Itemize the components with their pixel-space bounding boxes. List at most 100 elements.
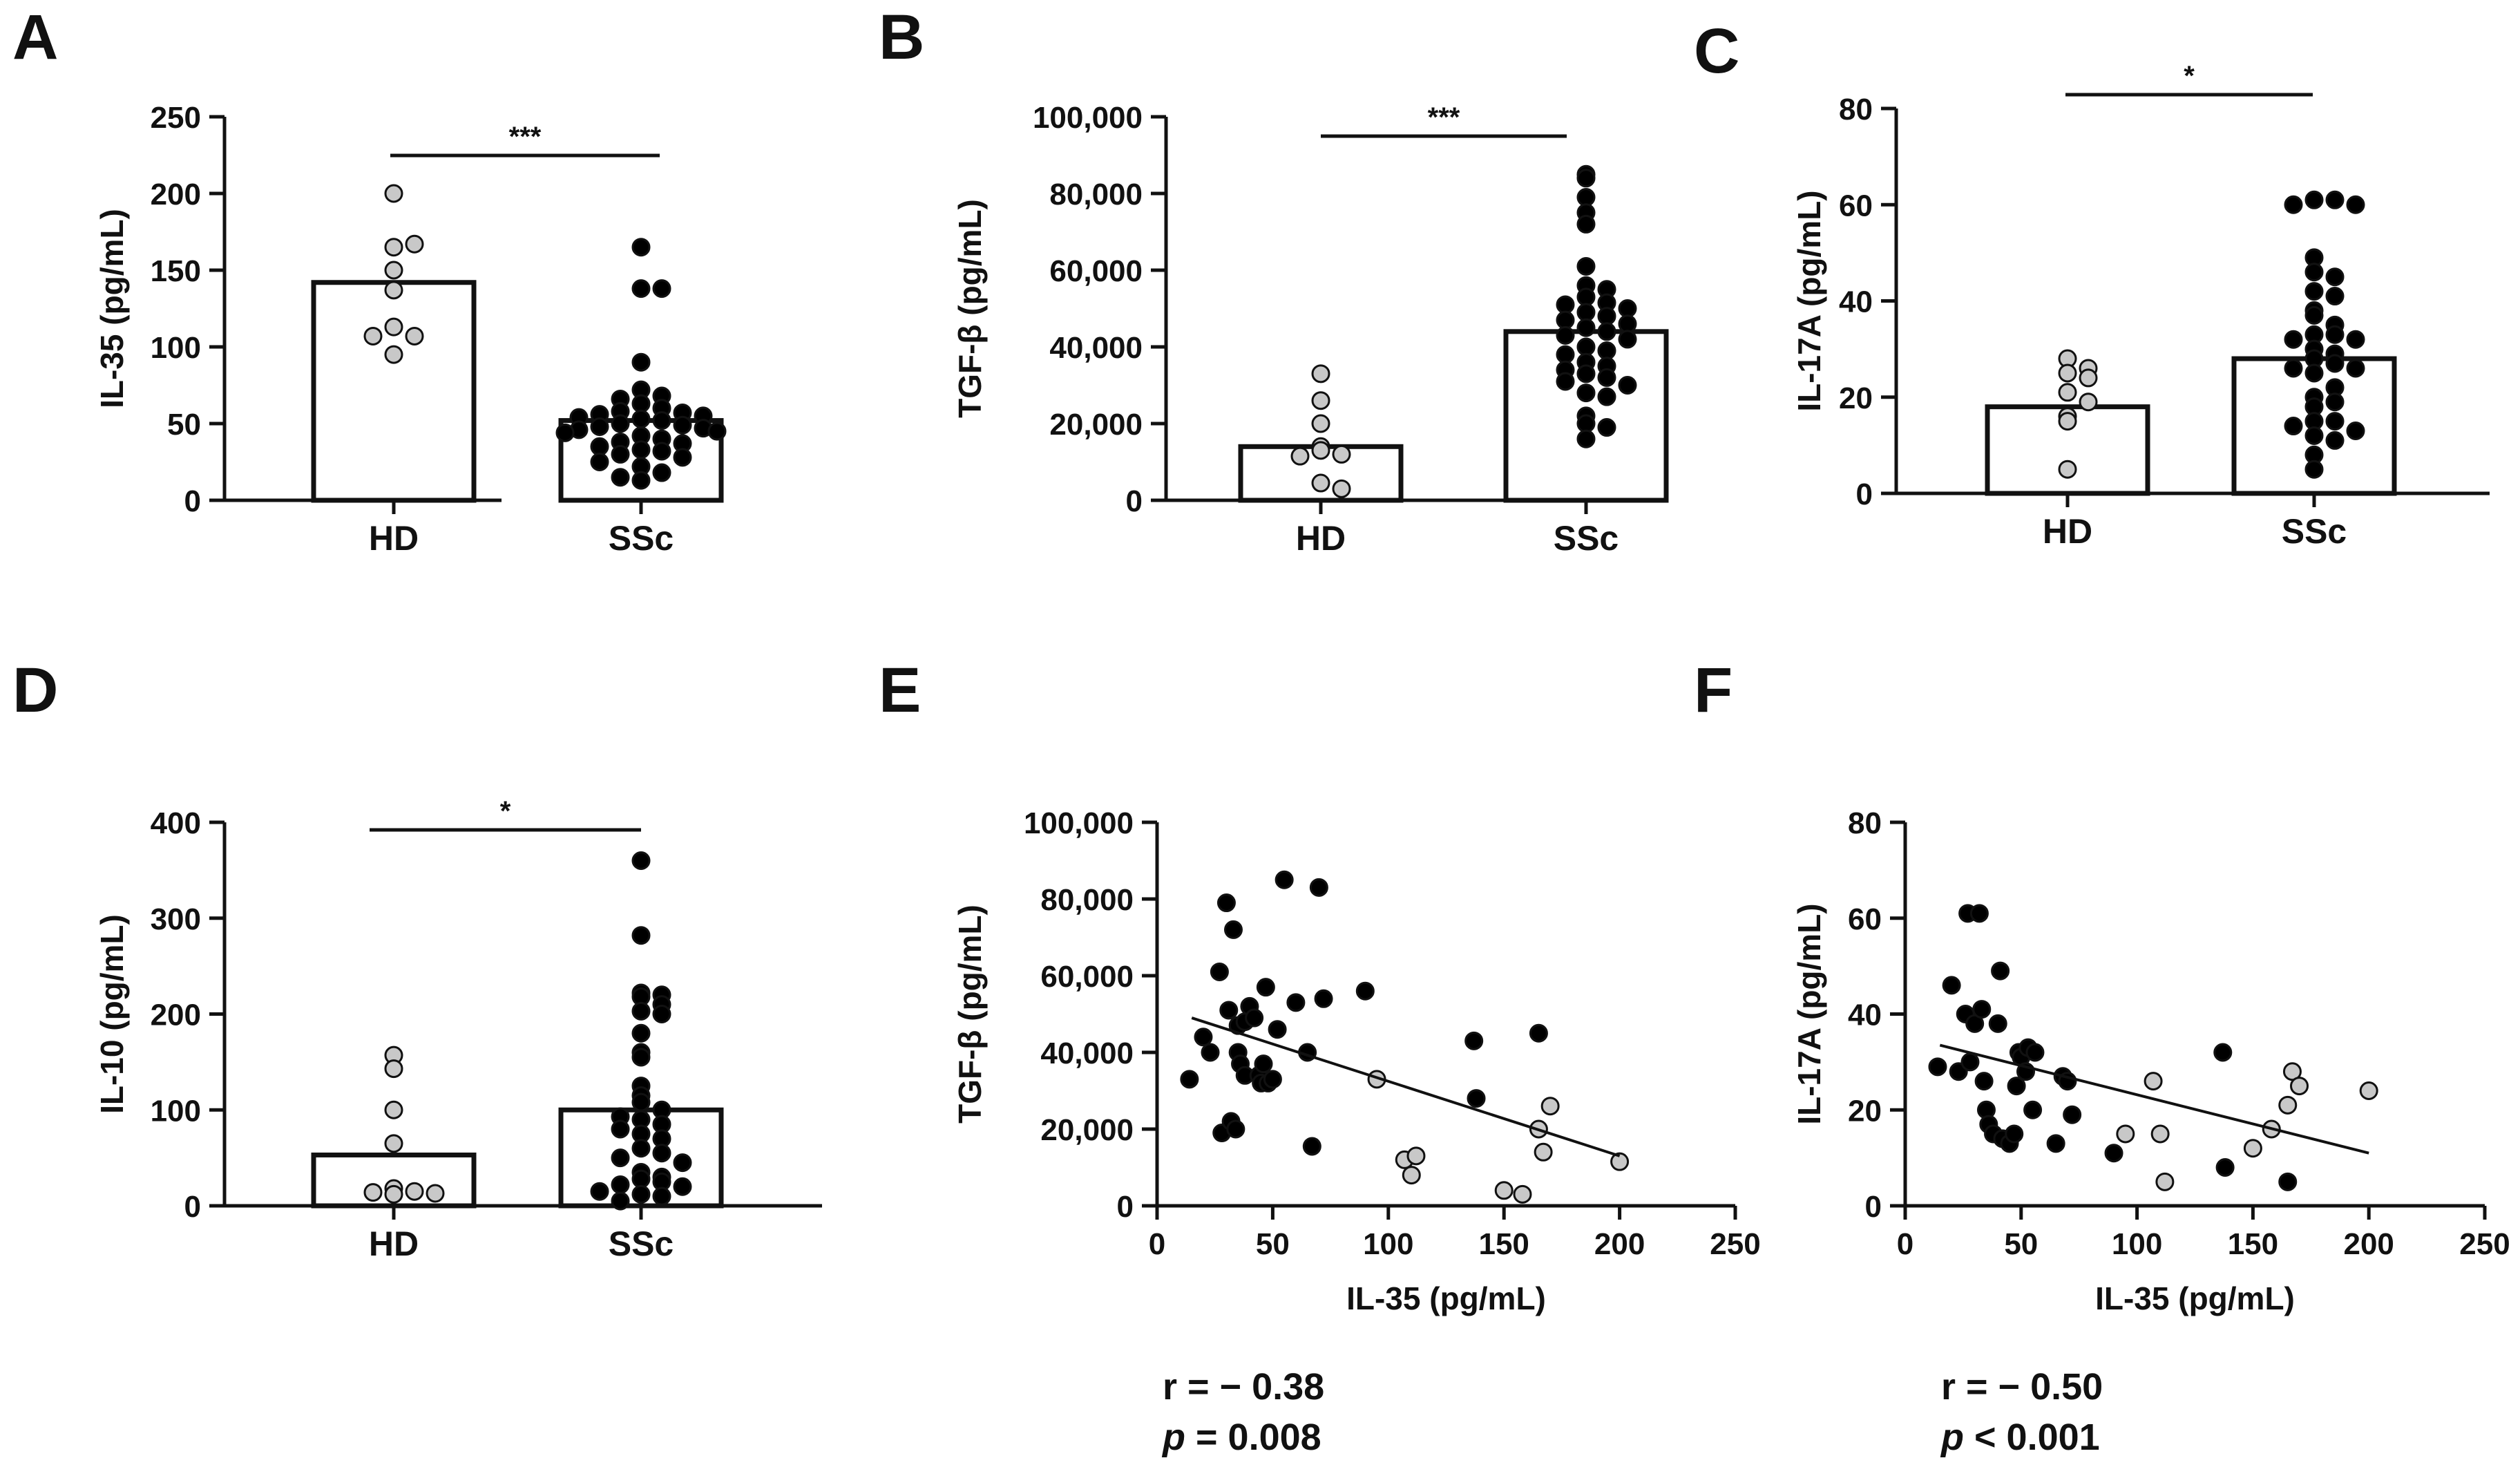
- y-tick-label: 100: [151, 1094, 201, 1128]
- y-tick-label: 200: [151, 998, 201, 1032]
- significance-marker: ***: [1428, 102, 1460, 133]
- y-tick-label: 100: [151, 331, 201, 365]
- panel-letter: C: [1694, 16, 1739, 86]
- scatter-point-ssc: [1256, 978, 1275, 997]
- data-point-hd: [1332, 444, 1351, 464]
- data-point-hd: [384, 238, 403, 257]
- x-tick-label: 200: [1594, 1227, 1645, 1261]
- data-point-ssc: [631, 238, 651, 257]
- y-axis-title: IL-35 (pg/mL): [94, 209, 130, 408]
- data-point-ssc: [707, 422, 727, 441]
- data-point-ssc: [1576, 414, 1596, 433]
- y-tick-label: 60,000: [1040, 960, 1134, 994]
- data-point-ssc: [1576, 287, 1596, 307]
- data-point-ssc: [590, 417, 609, 436]
- y-tick-label: 0: [1126, 484, 1143, 518]
- scatter-point-ssc: [1275, 870, 1294, 889]
- correlation-r: r = − 0.50: [1941, 1366, 2103, 1408]
- data-point-hd: [1311, 473, 1330, 493]
- data-point-hd: [363, 326, 383, 346]
- scatter-point-ssc: [1210, 962, 1229, 981]
- correlation-r: r = − 0.38: [1163, 1366, 1324, 1408]
- data-point-ssc: [2346, 195, 2365, 214]
- category-label: HD: [369, 1224, 419, 1263]
- data-point-ssc: [611, 1148, 630, 1168]
- scatter-point-hd: [2155, 1172, 2175, 1191]
- data-point-ssc: [631, 352, 651, 372]
- data-point-ssc: [611, 1191, 630, 1211]
- y-tick-label: 20,000: [1040, 1113, 1134, 1147]
- data-point-ssc: [2325, 325, 2345, 344]
- scatter-point-ssc: [1464, 1031, 1484, 1050]
- data-point-hd: [384, 1134, 403, 1153]
- regression-line: [1939, 1043, 2369, 1155]
- panel-f: F 0 20 40 60 80 IL-17A (pg/mL) 0 50 100 150 200 250 I…: [1694, 655, 2510, 1458]
- y-tick-label: 80: [1848, 806, 1882, 840]
- scatter-point-ssc: [1254, 1054, 1273, 1074]
- data-point-ssc: [1597, 418, 1616, 437]
- data-point-ssc: [2325, 267, 2345, 287]
- scatter-point-ssc: [2046, 1134, 2065, 1153]
- data-point-hd: [1311, 364, 1330, 384]
- scatter-point-ssc: [2023, 1100, 2043, 1119]
- scatter-point-ssc: [2007, 1077, 2026, 1096]
- data-point-ssc: [1576, 169, 1596, 188]
- y-axis-title: TGF-β (pg/mL): [952, 199, 988, 418]
- x-axis-title: IL-35 (pg/mL): [2095, 1280, 2295, 1316]
- data-point-ssc: [2325, 430, 2345, 450]
- y-tick-label: 20: [1839, 381, 1873, 415]
- data-point-hd: [1290, 446, 1310, 466]
- y-axis-title: IL-17A (pg/mL): [1791, 190, 1827, 411]
- data-point-ssc: [631, 1023, 651, 1043]
- data-point-ssc: [631, 851, 651, 870]
- panel-letter: B: [879, 2, 924, 73]
- y-tick-label: 100,000: [1033, 101, 1143, 135]
- panel-letter: A: [12, 2, 58, 73]
- data-point-ssc: [2304, 263, 2324, 282]
- y-axis-title: IL-10 (pg/mL): [94, 914, 130, 1114]
- data-point-ssc: [1618, 314, 1637, 334]
- data-point-hd: [1311, 441, 1330, 460]
- data-point-ssc: [1576, 188, 1596, 207]
- scatter-point-ssc: [1928, 1057, 1947, 1077]
- p-value: p < 0.001: [1940, 1417, 2100, 1458]
- data-point-ssc: [673, 415, 692, 435]
- data-point-ssc: [2304, 426, 2324, 445]
- y-tick-label: 0: [1117, 1190, 1134, 1224]
- y-axis-title: TGF-β (pg/mL): [952, 905, 988, 1124]
- category-label: SSc: [609, 1224, 674, 1263]
- scatter-point-ssc: [1942, 976, 1961, 995]
- data-point-ssc: [2325, 287, 2345, 306]
- scatter-point-ssc: [1268, 1020, 1287, 1039]
- y-tick-label: 0: [1856, 477, 1873, 511]
- scatter-point-ssc: [1194, 1028, 1213, 1047]
- scatter-point-hd: [2278, 1095, 2298, 1115]
- data-point-ssc: [1576, 384, 1596, 403]
- bar-hd: [311, 280, 477, 503]
- data-point-ssc: [2284, 417, 2303, 436]
- scatter-point-ssc: [1226, 1119, 1245, 1139]
- data-point-ssc: [631, 409, 651, 428]
- scatter-point-ssc: [1180, 1070, 1199, 1089]
- data-point-ssc: [2346, 421, 2365, 440]
- scatter-point-hd: [2116, 1124, 2135, 1144]
- scatter-point-ssc: [2215, 1158, 2235, 1177]
- category-label: HD: [369, 519, 419, 558]
- data-point-hd: [1332, 479, 1351, 498]
- data-point-hd: [384, 281, 403, 300]
- scatter-point-ssc: [2213, 1043, 2233, 1062]
- y-tick-label: 80: [1839, 93, 1873, 126]
- y-tick-label: 0: [184, 1190, 201, 1224]
- data-point-ssc: [652, 1144, 671, 1163]
- category-label: HD: [2043, 512, 2092, 551]
- scatter-point-ssc: [1309, 878, 1328, 897]
- scatter-point-hd: [1534, 1142, 1553, 1162]
- y-tick-label: 40,000: [1049, 331, 1143, 365]
- data-point-ssc: [1576, 303, 1596, 322]
- data-point-ssc: [673, 1177, 692, 1196]
- data-point-ssc: [652, 442, 671, 461]
- data-point-ssc: [631, 1092, 651, 1112]
- scatter-point-ssc: [1219, 1001, 1239, 1020]
- scatter-point-ssc: [1467, 1089, 1486, 1108]
